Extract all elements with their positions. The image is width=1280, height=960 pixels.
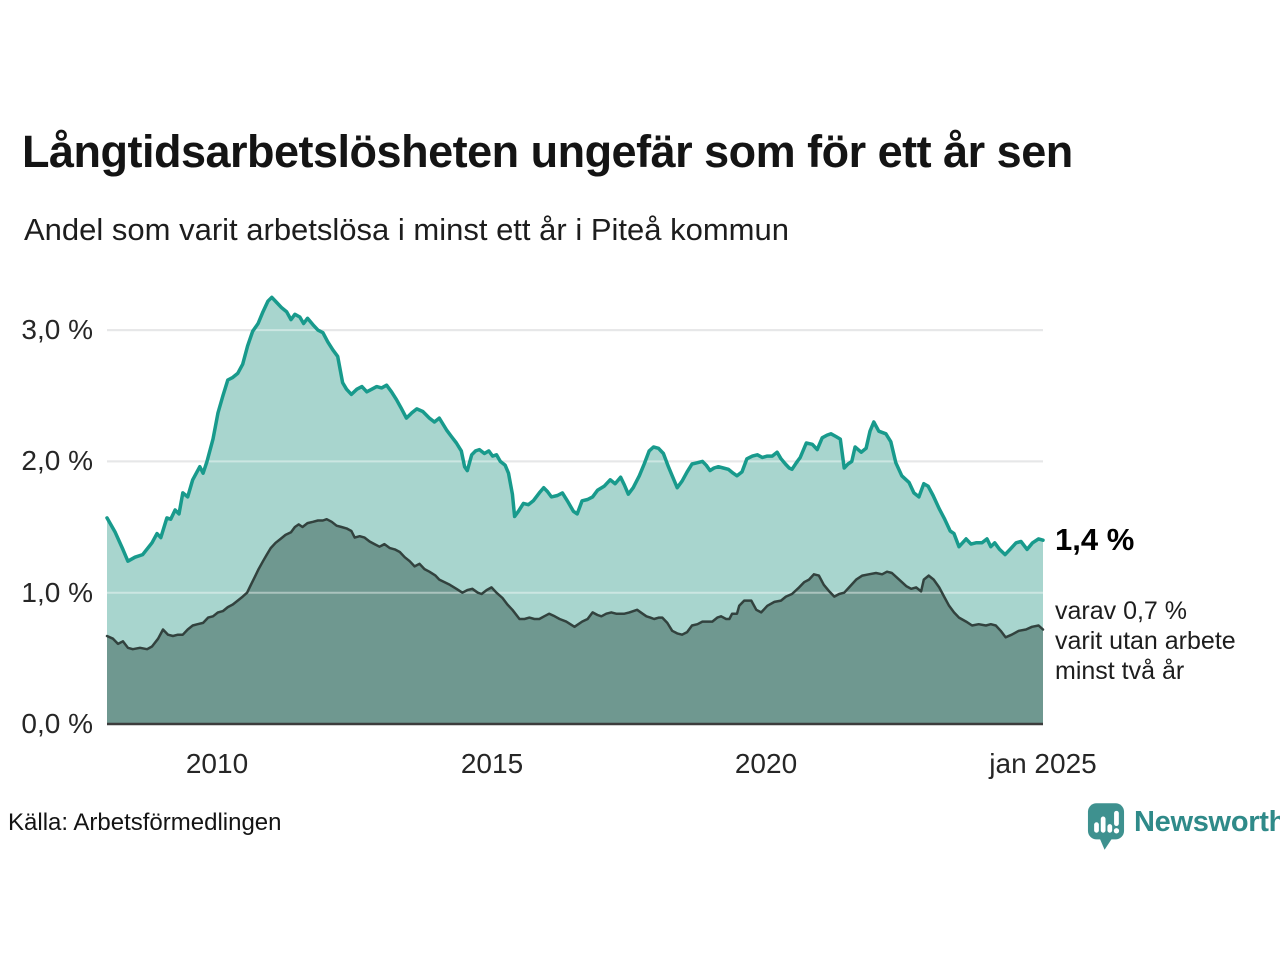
annotation-line-1: varav 0,7 % (1055, 597, 1188, 625)
x-tick-label: jan 2025 (989, 748, 1097, 779)
y-tick-label: 1,0 % (21, 576, 93, 608)
annotation-line-3: minst två år (1055, 657, 1185, 685)
newsworthy-bubble-icon (1087, 803, 1125, 850)
x-tick-label: 2015 (460, 748, 524, 779)
source-credit: Källa: Arbetsförmedlingen (8, 809, 282, 836)
x-tick-label: 2010 (185, 748, 249, 779)
y-tick-label: 2,0 % (21, 445, 93, 477)
annotation-line-2: varit utan arbete (1055, 627, 1236, 655)
brand-logo: Newsworthy (1087, 802, 1280, 852)
y-tick-label: 3,0 % (21, 314, 93, 346)
x-axis-labels: 2010 2015 2020 jan 2025 (0, 748, 1280, 788)
x-tick-label: 2020 (734, 748, 798, 779)
latest-value-description: varav 0,7 % varit utan arbete minst två … (1055, 596, 1236, 686)
y-tick-label: 0,0 % (21, 708, 93, 739)
latest-value-label: 1,4 % (1055, 522, 1135, 557)
page-title: Långtidsarbetslösheten ungefär som för e… (22, 126, 1073, 177)
y-axis-labels: 0,0 % 1,0 % 2,0 % 3,0 % (0, 0, 93, 960)
brand-name: Newsworthy (1134, 806, 1280, 838)
chart-subtitle: Andel som varit arbetslösa i minst ett å… (24, 212, 789, 247)
